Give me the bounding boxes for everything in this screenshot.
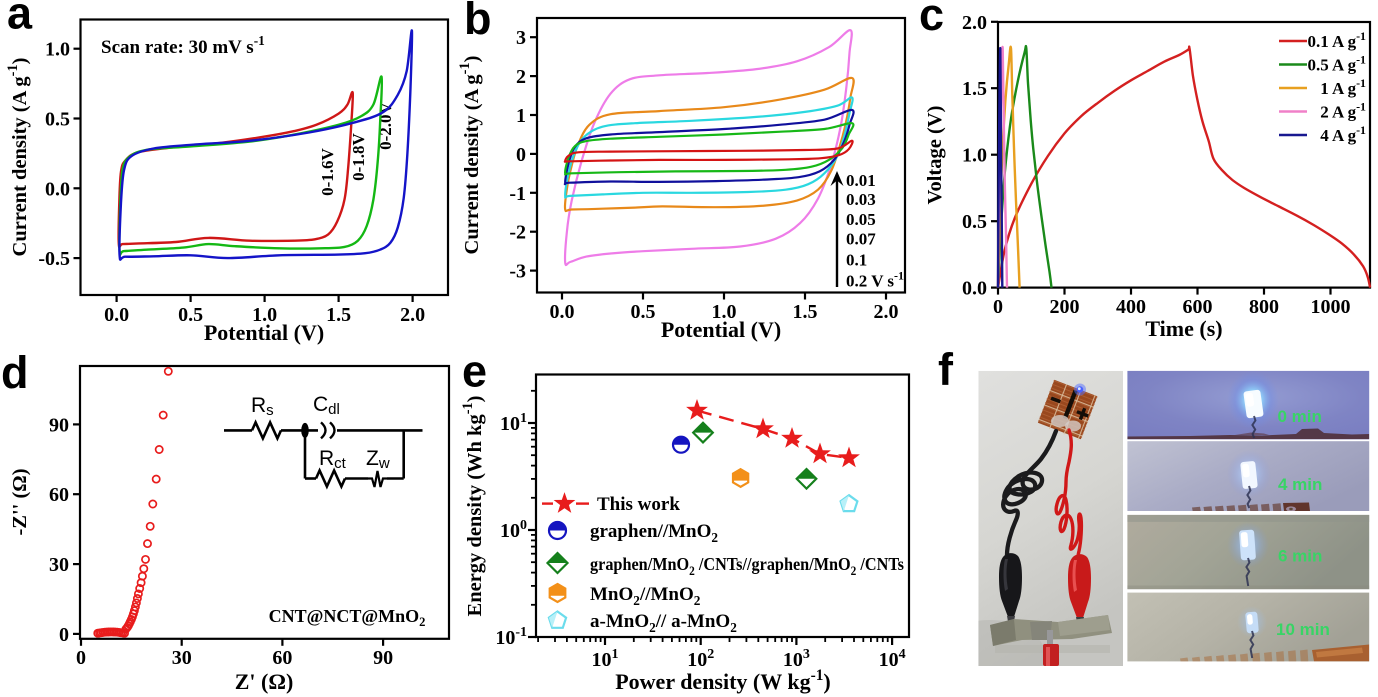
svg-text:90: 90 (49, 414, 69, 436)
svg-text:MnO2//MnO2: MnO2//MnO2 (590, 584, 701, 608)
svg-text:400: 400 (1116, 296, 1146, 318)
svg-text:0.1 A g-1: 0.1 A g-1 (1307, 29, 1366, 51)
svg-text:0.01: 0.01 (846, 171, 876, 190)
svg-text:4 min: 4 min (1278, 475, 1322, 494)
svg-text:30: 30 (49, 554, 69, 576)
svg-text:b: b (464, 0, 492, 44)
svg-text:0.1: 0.1 (846, 251, 867, 270)
svg-text:0.0: 0.0 (45, 178, 70, 200)
svg-text:200: 200 (1050, 296, 1080, 318)
svg-text:e: e (462, 346, 487, 397)
svg-text:CNT@NCT@MnO2: CNT@NCT@MnO2 (269, 606, 426, 629)
svg-text:600: 600 (1183, 296, 1213, 318)
svg-text:Current density (A g-1): Current density (A g-1) (457, 56, 483, 255)
svg-text:-Z'' (Ω): -Z'' (Ω) (9, 468, 31, 535)
svg-text:Energy density (Wh kg-1): Energy density (Wh kg-1) (460, 396, 486, 617)
svg-text:c: c (919, 0, 944, 40)
svg-text:1.0: 1.0 (712, 301, 737, 323)
svg-text:30: 30 (172, 647, 192, 669)
svg-text:Zw: Zw (366, 447, 390, 472)
svg-text:a: a (7, 0, 33, 39)
svg-text:1.0: 1.0 (962, 145, 987, 167)
svg-text:0.5: 0.5 (962, 211, 987, 233)
svg-text:0.0: 0.0 (104, 304, 129, 326)
svg-text:Z' (Ω): Z' (Ω) (235, 669, 294, 694)
svg-text:Cdl: Cdl (313, 393, 340, 418)
svg-text:f: f (938, 344, 954, 395)
svg-text:1.0: 1.0 (252, 304, 277, 326)
svg-text:0: 0 (516, 144, 526, 166)
svg-text:0.0: 0.0 (962, 278, 987, 300)
svg-text:0: 0 (76, 647, 86, 669)
svg-text:101: 101 (500, 411, 527, 435)
svg-text:2.0: 2.0 (400, 304, 425, 326)
svg-text:60: 60 (272, 647, 292, 669)
svg-text:60: 60 (49, 484, 69, 506)
svg-text:0 min: 0 min (1278, 407, 1322, 426)
svg-text:-1: -1 (509, 183, 526, 205)
svg-text:0-1.8V: 0-1.8V (349, 132, 368, 180)
svg-text:Time (s): Time (s) (1145, 316, 1222, 341)
svg-text:104: 104 (879, 647, 906, 671)
svg-text:Rct: Rct (319, 447, 347, 472)
svg-text:1: 1 (516, 105, 526, 127)
svg-text:1.5: 1.5 (962, 78, 987, 100)
svg-text:10-1: 10-1 (495, 625, 527, 649)
svg-text:0.03: 0.03 (846, 190, 876, 209)
svg-text:1 A g-1: 1 A g-1 (1320, 76, 1366, 98)
svg-text:graphen//MnO2: graphen//MnO2 (590, 521, 718, 545)
svg-text:Power density (W kg-1): Power density (W kg-1) (615, 667, 831, 694)
svg-text:100: 100 (500, 518, 527, 542)
svg-text:1.0: 1.0 (45, 39, 70, 61)
svg-text:0.07: 0.07 (846, 230, 876, 249)
svg-text:800: 800 (1249, 296, 1279, 318)
svg-text:2.0: 2.0 (874, 301, 899, 323)
svg-text:Potential (V): Potential (V) (204, 320, 324, 345)
svg-text:3: 3 (516, 27, 526, 49)
svg-text:102: 102 (687, 647, 714, 671)
svg-text:This work: This work (597, 494, 680, 515)
svg-text:4 A g-1: 4 A g-1 (1320, 123, 1366, 145)
svg-text:d: d (1, 347, 29, 398)
svg-text:10 min: 10 min (1276, 620, 1330, 639)
svg-text:0.0: 0.0 (550, 301, 575, 323)
svg-text:0-1.6V: 0-1.6V (318, 147, 337, 195)
svg-text:Potential (V): Potential (V) (661, 317, 781, 342)
svg-text:0.5: 0.5 (178, 304, 203, 326)
svg-text:0.5 A g-1: 0.5 A g-1 (1307, 53, 1366, 75)
svg-text:Rs: Rs (251, 394, 274, 419)
svg-text:2 A g-1: 2 A g-1 (1320, 100, 1366, 122)
svg-text:0: 0 (993, 296, 1003, 318)
svg-text:0.5: 0.5 (631, 301, 656, 323)
svg-text:1.5: 1.5 (326, 304, 351, 326)
svg-text:101: 101 (592, 647, 619, 671)
svg-text:2: 2 (516, 66, 526, 88)
svg-text:graphen/MnO2 /CNTs//graphen/Mn: graphen/MnO2 /CNTs//graphen/MnO2 /CNTs (590, 554, 904, 578)
svg-text:Current density (A g-1): Current density (A g-1) (5, 58, 31, 257)
svg-text:90: 90 (373, 647, 393, 669)
svg-text:-2: -2 (509, 222, 526, 244)
svg-text:0.05: 0.05 (846, 210, 876, 229)
svg-text:0.2 V s-1: 0.2 V s-1 (846, 269, 904, 291)
svg-text:1.5: 1.5 (793, 301, 818, 323)
svg-text:0: 0 (59, 624, 69, 646)
svg-text:2.0: 2.0 (962, 12, 987, 34)
svg-text:Scan rate: 30 mV s-1: Scan rate: 30 mV s-1 (101, 33, 265, 58)
svg-text:Voltage (V): Voltage (V) (924, 106, 946, 205)
svg-text:-0.5: -0.5 (38, 248, 70, 270)
svg-text:1000: 1000 (1311, 296, 1351, 318)
svg-text:103: 103 (783, 647, 810, 671)
svg-text:a-MnO2// a-MnO2: a-MnO2// a-MnO2 (590, 611, 737, 635)
svg-text:6 min: 6 min (1278, 547, 1322, 566)
svg-text:0.5: 0.5 (45, 109, 70, 131)
svg-text:-3: -3 (509, 261, 526, 283)
